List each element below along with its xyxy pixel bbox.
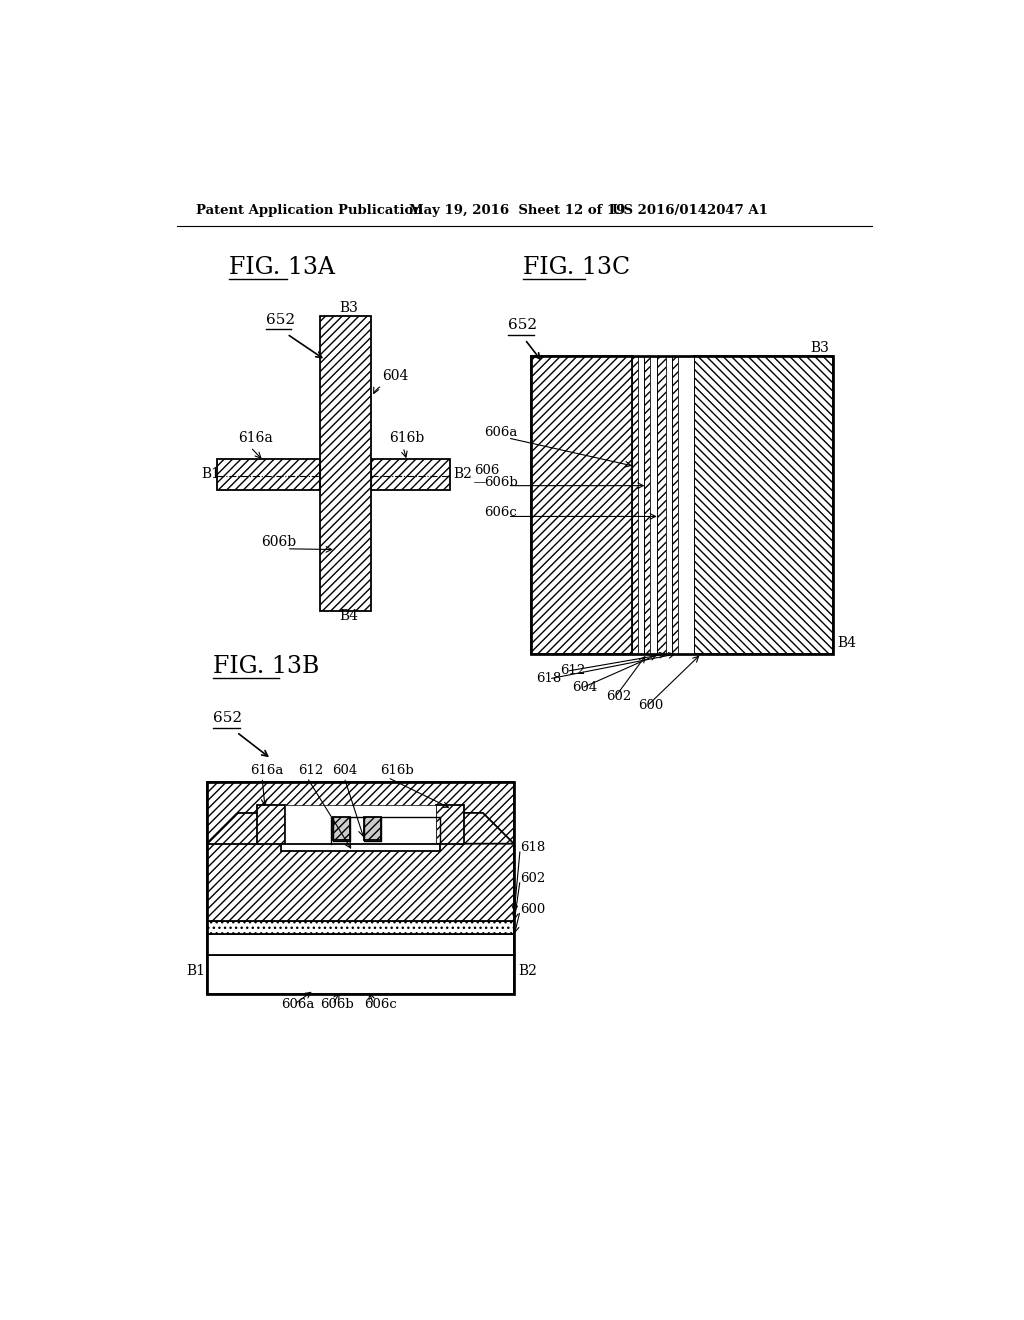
Bar xyxy=(672,356,678,653)
Text: 616b: 616b xyxy=(389,430,424,445)
Bar xyxy=(207,781,514,994)
Text: 604: 604 xyxy=(572,681,597,694)
Text: 606b: 606b xyxy=(484,475,518,488)
Text: 604: 604 xyxy=(332,764,357,777)
Text: FIG. 13B: FIG. 13B xyxy=(213,655,319,677)
Polygon shape xyxy=(207,813,261,843)
Text: 606: 606 xyxy=(474,465,500,477)
Bar xyxy=(334,817,350,840)
Polygon shape xyxy=(257,805,285,843)
Text: B2: B2 xyxy=(454,467,472,480)
Text: B2: B2 xyxy=(518,964,538,978)
Text: B3: B3 xyxy=(810,342,828,355)
Bar xyxy=(371,459,450,490)
Polygon shape xyxy=(460,813,514,843)
Polygon shape xyxy=(436,805,464,843)
Bar xyxy=(207,956,514,994)
Text: 618: 618 xyxy=(520,841,546,854)
Bar xyxy=(207,921,514,933)
Text: B4: B4 xyxy=(838,636,856,651)
Text: 618: 618 xyxy=(537,672,562,685)
Text: 612: 612 xyxy=(560,664,586,677)
Text: FIG. 13A: FIG. 13A xyxy=(228,256,335,279)
Text: 600: 600 xyxy=(520,903,546,916)
Bar xyxy=(365,817,381,840)
Bar xyxy=(638,356,644,653)
Bar xyxy=(632,356,638,653)
Bar xyxy=(281,843,440,851)
Bar xyxy=(644,356,650,653)
Text: B1: B1 xyxy=(186,964,205,978)
Text: May 19, 2016  Sheet 12 of 19: May 19, 2016 Sheet 12 of 19 xyxy=(410,203,626,216)
Text: B1: B1 xyxy=(202,467,220,480)
Bar xyxy=(678,356,693,653)
Bar xyxy=(207,781,514,921)
Text: 602: 602 xyxy=(606,690,632,702)
Text: FIG. 13C: FIG. 13C xyxy=(523,256,631,279)
Bar xyxy=(531,356,834,653)
Bar xyxy=(285,805,436,843)
Text: 602: 602 xyxy=(520,873,546,886)
Text: Patent Application Publication: Patent Application Publication xyxy=(197,203,423,216)
Text: 606b: 606b xyxy=(261,535,296,549)
Bar xyxy=(693,356,834,653)
Text: 616a: 616a xyxy=(251,764,284,777)
Text: 612: 612 xyxy=(299,764,324,777)
Text: 616a: 616a xyxy=(238,430,272,445)
Bar xyxy=(666,356,672,653)
Text: 616b: 616b xyxy=(380,764,414,777)
Bar xyxy=(217,459,321,490)
Bar xyxy=(650,356,656,653)
Text: 604: 604 xyxy=(382,370,409,383)
Text: US 2016/0142047 A1: US 2016/0142047 A1 xyxy=(611,203,767,216)
Bar xyxy=(656,356,666,653)
Text: 652: 652 xyxy=(213,711,243,725)
Text: 652: 652 xyxy=(508,318,537,333)
Bar xyxy=(207,933,514,956)
Text: 606c: 606c xyxy=(365,998,397,1011)
Bar xyxy=(531,356,632,653)
Text: 652: 652 xyxy=(266,313,295,327)
Text: B4: B4 xyxy=(339,610,357,623)
Text: 600: 600 xyxy=(638,700,664,711)
Text: 606a: 606a xyxy=(484,425,518,438)
Text: B3: B3 xyxy=(339,301,357,315)
Text: 606c: 606c xyxy=(484,507,517,520)
Bar xyxy=(321,317,371,611)
Text: 606b: 606b xyxy=(321,998,354,1011)
Text: 606a: 606a xyxy=(282,998,314,1011)
